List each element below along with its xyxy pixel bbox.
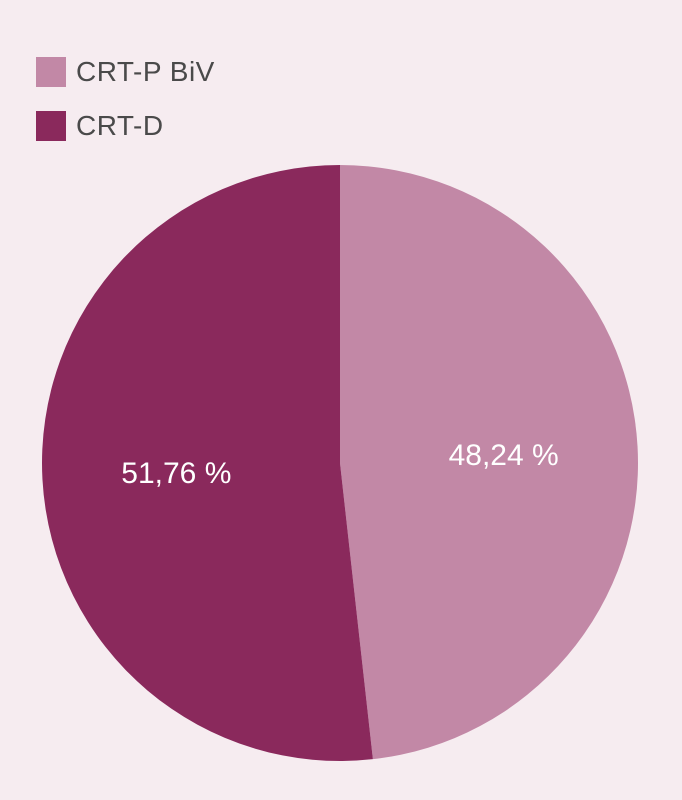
chart-legend: CRT-P BiV CRT-D bbox=[36, 54, 215, 162]
legend-swatch-crt-p-biv bbox=[36, 57, 66, 87]
legend-label-crt-p-biv: CRT-P BiV bbox=[76, 56, 215, 87]
legend-item-crt-d: CRT-D bbox=[36, 108, 215, 144]
pie-slice-crt-p-biv bbox=[340, 165, 638, 760]
pie-slices bbox=[42, 165, 638, 761]
slice-label-crt-d: 51,76 % bbox=[121, 457, 231, 490]
pie-slice-crt-d bbox=[42, 165, 373, 761]
legend-swatch-crt-d bbox=[36, 111, 66, 141]
legend-label-crt-d: CRT-D bbox=[76, 110, 164, 141]
slice-label-crt-p-biv: 48,24 % bbox=[449, 439, 559, 472]
legend-item-crt-p-biv: CRT-P BiV bbox=[36, 54, 215, 90]
